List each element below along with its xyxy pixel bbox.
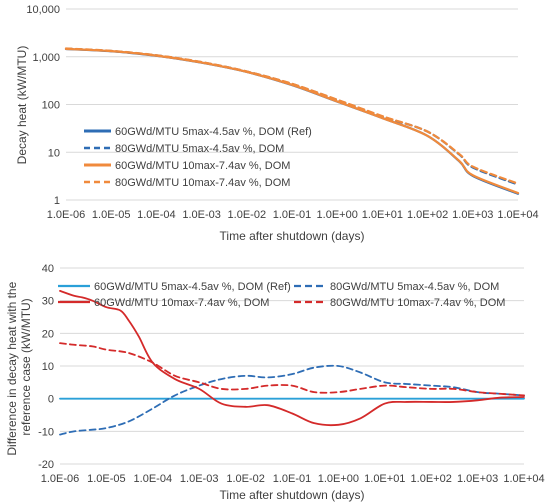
bottom-legend-label-3: 60GWd/MTU 10max-7.4av %, DOM [94, 297, 269, 309]
bottom-x-tick-label: 1.0E+00 [318, 473, 359, 485]
top-legend-label-2: 80GWd/MTU 5max-4.5av %, DOM [115, 143, 284, 155]
top-legend: 60GWd/MTU 5max-4.5av %, DOM (Ref) 80GWd/… [84, 126, 312, 189]
bottom-y-axis-title: Difference in decay heat with the refere… [5, 278, 33, 455]
bottom-x-tick-label: 1.0E-03 [180, 473, 219, 485]
top-legend-label-3: 60GWd/MTU 10max-7.4av %, DOM [115, 160, 290, 172]
top-series-line-4 [64, 47, 520, 185]
bottom-y-tick-label: -20 [38, 459, 54, 471]
bottom-x-tick-label: 1.0E-04 [134, 473, 173, 485]
top-x-tick-labels: 1.0E-06 1.0E-05 1.0E-04 1.0E-03 1.0E-02 1.0E-… [47, 209, 539, 221]
bottom-x-tick-label: 1.0E-05 [87, 473, 126, 485]
bottom-legend: 60GWd/MTU 5max-4.5av %, DOM (Ref) 60GWd/… [58, 281, 505, 309]
bottom-y-tick-label: 30 [42, 296, 54, 308]
top-gridlines [66, 8, 518, 201]
bottom-y-tick-label: 0 [48, 394, 54, 406]
bottom-x-tick-label: 1.0E-01 [273, 473, 312, 485]
top-y-tick-label: 10,000 [26, 4, 60, 16]
bottom-x-tick-label: 1.0E-06 [41, 473, 80, 485]
top-x-tick-label: 1.0E+04 [497, 209, 538, 221]
top-y-axis-title: Decay heat (kW/MTU) [15, 46, 29, 165]
top-x-tick-label: 1.0E+03 [452, 209, 493, 221]
top-y-tick-label: 1 [54, 195, 60, 207]
bottom-series-lines [59, 289, 525, 436]
top-legend-label-1: 60GWd/MTU 5max-4.5av %, DOM (Ref) [115, 126, 312, 138]
top-x-tick-label: 1.0E+01 [362, 209, 403, 221]
bottom-x-tick-label: 1.0E+03 [457, 473, 498, 485]
bottom-x-tick-label: 1.0E+02 [411, 473, 452, 485]
top-legend-label-4: 80GWd/MTU 10max-7.4av %, DOM [115, 177, 290, 189]
top-series-line-1 [64, 47, 520, 195]
bottom-x-tick-labels: 1.0E-06 1.0E-05 1.0E-04 1.0E-03 1.0E-02 1.0E-… [41, 473, 545, 485]
bottom-series-line-2 [59, 364, 525, 436]
bottom-y-tick-label: -10 [38, 426, 54, 438]
bottom-x-axis-title: Time after shutdown (days) [220, 488, 365, 502]
top-x-tick-label: 1.0E-04 [137, 209, 176, 221]
bottom-x-tick-label: 1.0E+04 [503, 473, 544, 485]
bottom-y-tick-labels: -20 -10 0 10 20 30 40 [38, 263, 54, 471]
top-series-lines [64, 47, 520, 195]
top-x-tick-label: 1.0E-01 [273, 209, 312, 221]
bottom-legend-label-1: 60GWd/MTU 5max-4.5av %, DOM (Ref) [94, 281, 291, 293]
top-x-axis-title: Time after shutdown (days) [220, 229, 365, 243]
bottom-y-axis-title-line-2: reference case (kW/MTU) [19, 298, 33, 435]
top-x-tick-label: 1.0E+02 [407, 209, 448, 221]
top-y-tick-labels: 1 10 100 1,000 10,000 [26, 4, 60, 207]
bottom-y-axis-title-line-1: Difference in decay heat with the [5, 281, 19, 455]
bottom-series-line-4 [59, 342, 525, 397]
top-y-tick-label: 100 [42, 100, 60, 112]
bottom-series-line-3 [59, 289, 525, 427]
top-x-tick-label: 1.0E+00 [317, 209, 358, 221]
top-y-tick-label: 10 [48, 147, 60, 159]
top-y-tick-label: 1,000 [32, 52, 60, 64]
bottom-x-tick-label: 1.0E-02 [226, 473, 265, 485]
top-x-tick-label: 1.0E-06 [47, 209, 86, 221]
bottom-legend-label-2: 80GWd/MTU 5max-4.5av %, DOM [330, 281, 499, 293]
bottom-y-tick-label: 40 [42, 263, 54, 275]
top-x-tick-label: 1.0E-03 [182, 209, 221, 221]
top-x-tick-label: 1.0E-05 [92, 209, 131, 221]
bottom-x-tick-label: 1.0E+01 [364, 473, 405, 485]
top-x-tick-label: 1.0E-02 [228, 209, 267, 221]
bottom-legend-label-4: 80GWd/MTU 10max-7.4av %, DOM [330, 297, 505, 309]
bottom-y-tick-label: 10 [42, 361, 54, 373]
bottom-y-tick-label: 20 [42, 328, 54, 340]
